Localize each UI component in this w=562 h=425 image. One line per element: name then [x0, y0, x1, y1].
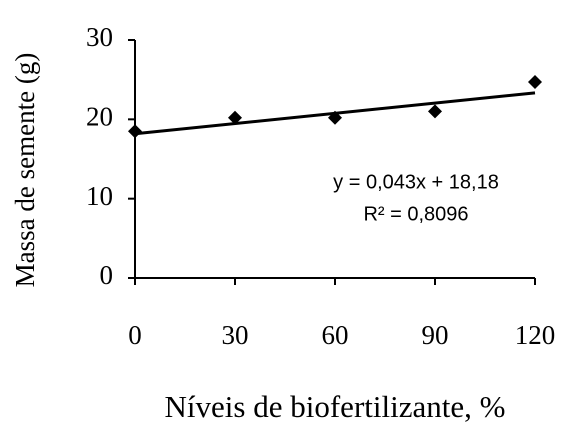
- x-tick-label: 0: [128, 320, 142, 350]
- x-tick-label: 90: [422, 320, 449, 350]
- y-tick-label: 20: [86, 102, 113, 132]
- marker: [228, 110, 242, 125]
- y-tick-label: 30: [86, 22, 113, 52]
- x-axis-label: Níveis de biofertilizante, %: [165, 389, 506, 424]
- y-tick-label: 0: [100, 260, 114, 290]
- x-tick-label: 30: [222, 320, 249, 350]
- y-tick-label: 10: [86, 181, 113, 211]
- marker: [428, 104, 442, 119]
- x-tick-label: 120: [515, 320, 556, 350]
- y-axis-label: Massa de semente (g): [10, 53, 40, 288]
- marker: [128, 124, 142, 139]
- x-tick-label: 60: [322, 320, 349, 350]
- marker: [528, 75, 542, 90]
- equation: y = 0,043x + 18,18: [333, 171, 499, 193]
- marker: [328, 110, 342, 125]
- r-squared: R² = 0,8096: [363, 203, 468, 225]
